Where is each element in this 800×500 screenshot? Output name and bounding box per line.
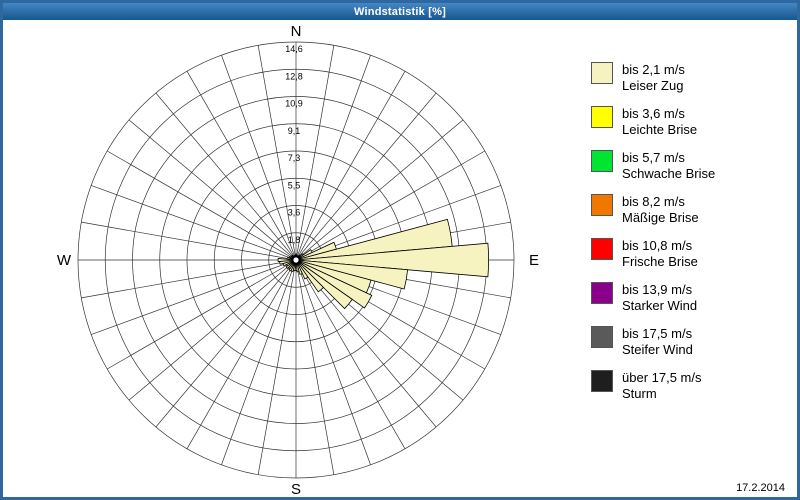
grid-spoke: [221, 55, 297, 261]
legend-color-swatch: [591, 282, 613, 304]
grid-spoke: [295, 259, 406, 449]
ring-value-label: 1,8: [288, 235, 301, 245]
wind-rose-chart: 1,8 3,6 5,5 7,3 9,1 10,9 12,8 14,6 N S W E: [57, 23, 539, 497]
wind-petal: [295, 259, 373, 309]
compass-label-west: W: [57, 252, 72, 269]
wind-petal: [295, 259, 353, 310]
legend-color-swatch: [591, 326, 613, 348]
ring-value-label: 10,9: [285, 99, 303, 109]
compass-label-east: E: [529, 252, 539, 269]
legend-name-label: Starker Wind: [622, 298, 698, 313]
legend-color-swatch: [591, 150, 613, 172]
grid-spoke: [91, 259, 297, 335]
legend-item: bis 3,6 m/s Leichte Brise: [591, 106, 715, 138]
grid-spoke: [295, 45, 335, 261]
legend-name-label: Leichte Brise: [622, 122, 698, 137]
ring-value-label: 3,6: [288, 208, 301, 218]
legend-color-swatch: [591, 62, 613, 84]
compass-label-north: N: [291, 23, 302, 40]
grid-spoke: [257, 259, 297, 475]
grid-spoke: [295, 55, 371, 261]
legend-item: bis 8,2 m/s Mäßige Brise: [591, 194, 715, 226]
ring-value-label: 5,5: [288, 180, 301, 190]
grid-spoke: [295, 119, 464, 261]
chart-area: 1,8 3,6 5,5 7,3 9,1 10,9 12,8 14,6 N S W E bis 2,1 …: [3, 20, 797, 497]
legend-name-label: Schwache Brise: [622, 166, 716, 181]
grid-spoke: [295, 92, 437, 261]
grid-spoke: [221, 259, 297, 465]
wind-petal: [295, 259, 325, 293]
grid-spoke: [186, 71, 297, 261]
rose-center: [292, 256, 300, 264]
legend: bis 2,1 m/s Leiser Zug bis 3,6 m/s Leichte …: [591, 62, 715, 414]
grid-spoke: [128, 259, 297, 401]
ring-value-label: 12,8: [285, 71, 303, 81]
wind-petal: [295, 259, 309, 280]
legend-item: bis 10,8 m/s Frische Brise: [591, 238, 715, 270]
legend-speed-label: bis 13,9 m/s: [622, 282, 693, 297]
grid-spoke: [295, 259, 335, 475]
legend-color-swatch: [591, 238, 613, 260]
legend-speed-label: bis 3,6 m/s: [622, 106, 685, 121]
legend-item: bis 17,5 m/s Steifer Wind: [591, 326, 715, 358]
grid-spoke: [257, 45, 297, 261]
grid-spoke: [295, 150, 485, 261]
grid-spoke: [295, 71, 406, 261]
wind-petal: [277, 258, 297, 262]
grid-spoke: [186, 259, 297, 449]
legend-color-swatch: [591, 370, 613, 392]
legend-name-label: Mäßige Brise: [622, 210, 699, 225]
grid-spoke: [107, 150, 297, 261]
legend-color-swatch: [591, 194, 613, 216]
grid-spoke: [107, 259, 297, 370]
ring-value-label: 9,1: [288, 126, 301, 136]
wind-petal: [295, 242, 490, 278]
legend-speed-label: bis 10,8 m/s: [622, 238, 693, 253]
grid-spoke: [81, 259, 297, 299]
legend-name-label: Sturm: [622, 386, 657, 401]
grid-spoke: [91, 185, 297, 261]
wind-petal: [295, 259, 303, 275]
legend-name-label: Steifer Wind: [622, 342, 693, 357]
grid-spoke: [81, 221, 297, 261]
window-title: Windstatistik [%]: [354, 5, 446, 18]
grid-spoke: [155, 259, 297, 428]
ring-value-label: 7,3: [288, 153, 301, 163]
legend-speed-label: bis 17,5 m/s: [622, 326, 693, 341]
legend-name-label: Frische Brise: [622, 254, 698, 269]
legend-item: bis 5,7 m/s Schwache Brise: [591, 150, 715, 182]
legend-item: über 17,5 m/s Sturm: [591, 370, 715, 402]
ring-value-label: 14,6: [285, 44, 303, 54]
date-label: 17.2.2014: [736, 482, 785, 494]
legend-speed-label: bis 8,2 m/s: [622, 194, 685, 209]
titlebar: Windstatistik [%]: [3, 3, 797, 20]
legend-item: bis 2,1 m/s Leiser Zug: [591, 62, 715, 94]
legend-speed-label: bis 2,1 m/s: [622, 62, 685, 77]
compass-label-south: S: [291, 481, 301, 497]
legend-speed-label: über 17,5 m/s: [622, 370, 702, 385]
grid-spoke: [155, 92, 297, 261]
legend-speed-label: bis 5,7 m/s: [622, 150, 685, 165]
legend-item: bis 13,9 m/s Starker Wind: [591, 282, 715, 314]
legend-name-label: Leiser Zug: [622, 78, 684, 93]
grid-spoke: [295, 259, 371, 465]
grid-spoke: [128, 119, 297, 261]
legend-color-swatch: [591, 106, 613, 128]
